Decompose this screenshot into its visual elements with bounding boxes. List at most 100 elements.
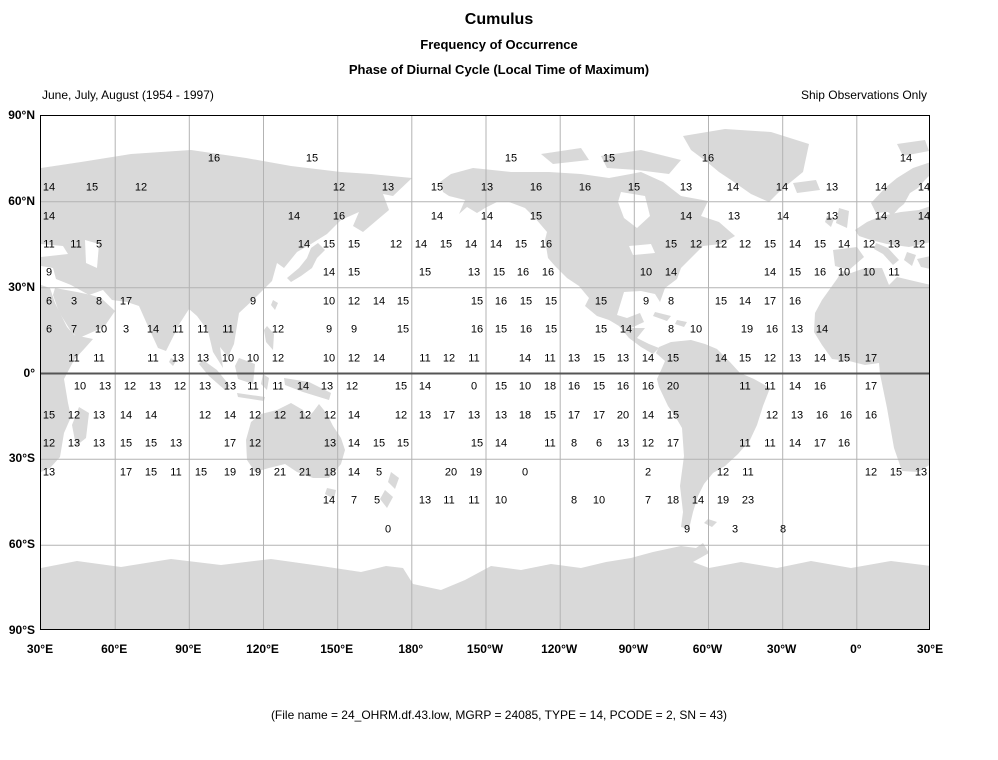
map-value: 12	[765, 409, 779, 422]
map-value: 14	[726, 181, 740, 194]
figure-subtitle-2: Phase of Diurnal Cycle (Local Time of Ma…	[348, 62, 650, 77]
map-value: 15	[666, 352, 680, 365]
map-value: 16	[494, 295, 508, 308]
landmass-japan	[287, 243, 325, 282]
map-value: 10	[73, 380, 87, 393]
map-value: 14	[347, 466, 361, 479]
map-value: 12	[271, 352, 285, 365]
map-value: 0	[384, 523, 392, 536]
map-value: 0	[470, 380, 478, 393]
black-sea	[41, 244, 68, 257]
map-value: 14	[372, 352, 386, 365]
map-value: 13	[169, 437, 183, 450]
source-label: Ship Observations Only	[800, 88, 927, 102]
map-value: 13	[381, 181, 395, 194]
map-value: 9	[249, 295, 257, 308]
x-tick-label: 60°W	[692, 642, 723, 656]
map-value: 17	[864, 380, 878, 393]
map-value: 23	[741, 494, 755, 507]
map-value: 11	[222, 323, 234, 336]
map-value: 14	[837, 238, 851, 251]
map-value: 13	[320, 380, 334, 393]
map-value: 15	[592, 352, 606, 365]
map-value: 14	[788, 238, 802, 251]
map-value: 14	[480, 210, 494, 223]
map-value: 11	[764, 437, 776, 450]
map-value: 18	[543, 380, 557, 393]
map-value: 10	[494, 494, 508, 507]
map-value: 21	[273, 466, 287, 479]
map-value: 11	[443, 494, 455, 507]
map-value: 11	[468, 494, 480, 507]
x-tick-label: 60°E	[101, 642, 128, 656]
landmass-sakhalin	[311, 220, 320, 240]
map-value: 13	[825, 181, 839, 194]
landmass-eurasia	[41, 150, 412, 368]
map-value: 12	[716, 466, 730, 479]
map-value: 14	[738, 295, 752, 308]
landmass-new-zealand-north	[388, 472, 399, 489]
landmass-scandinavia	[871, 162, 929, 216]
file-info-caption: (File name = 24_OHRM.df.43.low, MGRP = 2…	[270, 708, 728, 722]
landmass-new-guinea	[284, 378, 331, 400]
landmass-sumatra	[199, 360, 230, 390]
map-value: 6	[45, 323, 53, 336]
map-value: 15	[514, 238, 528, 251]
map-value: 12	[345, 380, 359, 393]
landmass-greenland	[683, 129, 809, 202]
map-value: 16	[641, 380, 655, 393]
map-value: 14	[518, 352, 532, 365]
map-value: 11	[68, 352, 80, 365]
map-value: 16	[207, 152, 221, 165]
map-value: 14	[119, 409, 133, 422]
map-value: 15	[494, 380, 508, 393]
x-tick-label: 90°E	[175, 642, 202, 656]
map-value: 17	[223, 437, 237, 450]
map-value: 13	[323, 437, 337, 450]
map-value: 14	[464, 238, 478, 251]
map-value: 14	[664, 266, 678, 279]
landmass-ireland	[825, 216, 834, 227]
map-value: 14	[146, 323, 160, 336]
map-value: 14	[641, 352, 655, 365]
map-value: 12	[763, 352, 777, 365]
map-value: 12	[298, 409, 312, 422]
map-value: 15	[813, 238, 827, 251]
map-value: 11	[172, 323, 184, 336]
map-value: 14	[714, 352, 728, 365]
landmass-greece	[904, 252, 916, 266]
map-value: 5	[95, 238, 103, 251]
map-value: 12	[912, 238, 926, 251]
map-value: 14	[641, 409, 655, 422]
map-value: 15	[738, 352, 752, 365]
map-value: 12	[248, 409, 262, 422]
map-value: 13	[567, 352, 581, 365]
map-value: 11	[272, 380, 284, 393]
map-value: 2	[644, 466, 652, 479]
map-value: 19	[740, 323, 754, 336]
map-value: 14	[788, 437, 802, 450]
map-value: 15	[494, 323, 508, 336]
map-value: 13	[418, 494, 432, 507]
map-value: 13	[616, 437, 630, 450]
map-value: 12	[198, 409, 212, 422]
map-value: 15	[194, 466, 208, 479]
map-value: 13	[42, 466, 56, 479]
map-value: 12	[323, 409, 337, 422]
map-value: 11	[739, 380, 751, 393]
map-value: 12	[347, 352, 361, 365]
landmass-turkey	[917, 256, 929, 269]
map-value: 13	[198, 380, 212, 393]
map-value: 15	[396, 295, 410, 308]
map-value: 12	[738, 238, 752, 251]
x-tick-label: 150°E	[320, 642, 354, 656]
map-value: 15	[305, 152, 319, 165]
x-tick-label: 90°W	[618, 642, 649, 656]
y-tick-label: 30°N	[8, 279, 35, 294]
map-value: 15	[529, 210, 543, 223]
map-value: 14	[347, 409, 361, 422]
map-value: 14	[322, 494, 336, 507]
map-value: 18	[323, 466, 337, 479]
map-value: 13	[494, 409, 508, 422]
map-value: 14	[874, 210, 888, 223]
